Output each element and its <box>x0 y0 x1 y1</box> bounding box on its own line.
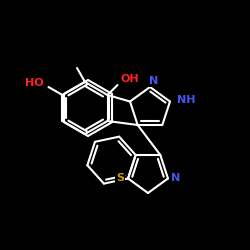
Text: NH: NH <box>177 94 195 104</box>
Text: N: N <box>171 174 180 184</box>
Text: S: S <box>116 174 124 184</box>
Text: N: N <box>150 76 159 86</box>
Text: OH: OH <box>120 74 139 84</box>
Text: HO: HO <box>25 78 44 88</box>
